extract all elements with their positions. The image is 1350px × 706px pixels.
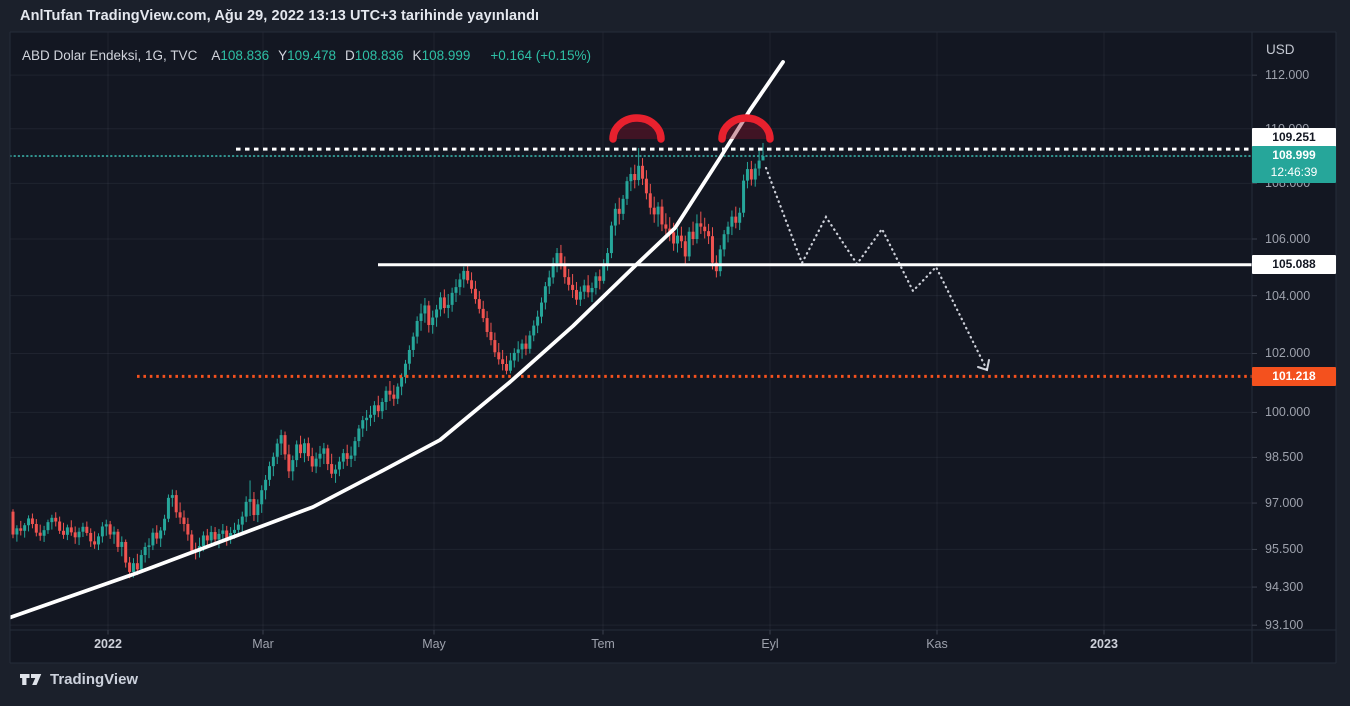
time-tick-label: 2022 [94, 637, 122, 651]
price-tick-label: 93.100 [1265, 618, 1304, 633]
price-tick-label: 100.000 [1265, 405, 1311, 420]
symbol-title[interactable]: ABD Dolar Endeksi, 1G, TVC [22, 48, 198, 63]
ohlc-values: A108.836 Y109.478 D108.836 K108.999 [211, 48, 479, 63]
price-badge-105.088: 105.088 [1252, 255, 1336, 275]
time-tick-label: Mar [252, 637, 274, 651]
price-tick-label: 106.000 [1265, 232, 1311, 246]
analysis-drawings[interactable] [0, 60, 1252, 621]
price-tick-label: 102.000 [1265, 346, 1311, 361]
ohlc-item: A108.836 [211, 48, 270, 63]
time-tick-label: Eyl [761, 637, 779, 651]
candlestick-series [11, 142, 765, 579]
price-tick-label: 94.300 [1265, 580, 1304, 595]
time-tick-label: Kas [926, 637, 948, 651]
publish-info-bar: AnlTufan TradingView.com, Ağu 29, 2022 1… [20, 0, 539, 32]
publish-info-text: AnlTufan TradingView.com, Ağu 29, 2022 1… [20, 8, 540, 24]
ohlc-item: D108.836 [344, 48, 404, 63]
price-tick-label: 98.500 [1265, 450, 1304, 465]
price-tick-label: 104.000 [1265, 288, 1311, 303]
change-value: +0.164 (+0.15%) [490, 48, 591, 63]
price-badge-101.218: 101.218 [1252, 366, 1336, 386]
footer-brand[interactable]: TradingView [20, 671, 138, 688]
price-badge-109.251: 109.251 [1252, 127, 1336, 147]
price-tick-label: 95.500 [1265, 542, 1304, 557]
time-tick-label: May [422, 637, 446, 651]
ohlc-item: Y109.478 [278, 48, 336, 63]
pane-borders [9, 31, 1337, 664]
axis-tick-marks [107, 74, 1257, 635]
chart-pane-background [10, 32, 1336, 663]
price-badge-108.999: 108.999 12:46:39 [1252, 146, 1336, 184]
currency-label: USD [1266, 42, 1295, 57]
time-tick-label: 2023 [1090, 637, 1118, 651]
time-tick-label: Tem [591, 637, 615, 651]
ohlc-item: K108.999 [412, 48, 471, 63]
tradingview-wordmark: TradingView [50, 671, 139, 688]
symbol-legend[interactable]: ABD Dolar Endeksi, 1G, TVC A108.836 Y109.… [22, 48, 591, 63]
grid-lines [10, 32, 1252, 630]
price-tick-label: 97.000 [1265, 496, 1304, 511]
tradingview-logo-icon [20, 674, 42, 685]
price-tick-label: 112.000 [1265, 68, 1310, 83]
